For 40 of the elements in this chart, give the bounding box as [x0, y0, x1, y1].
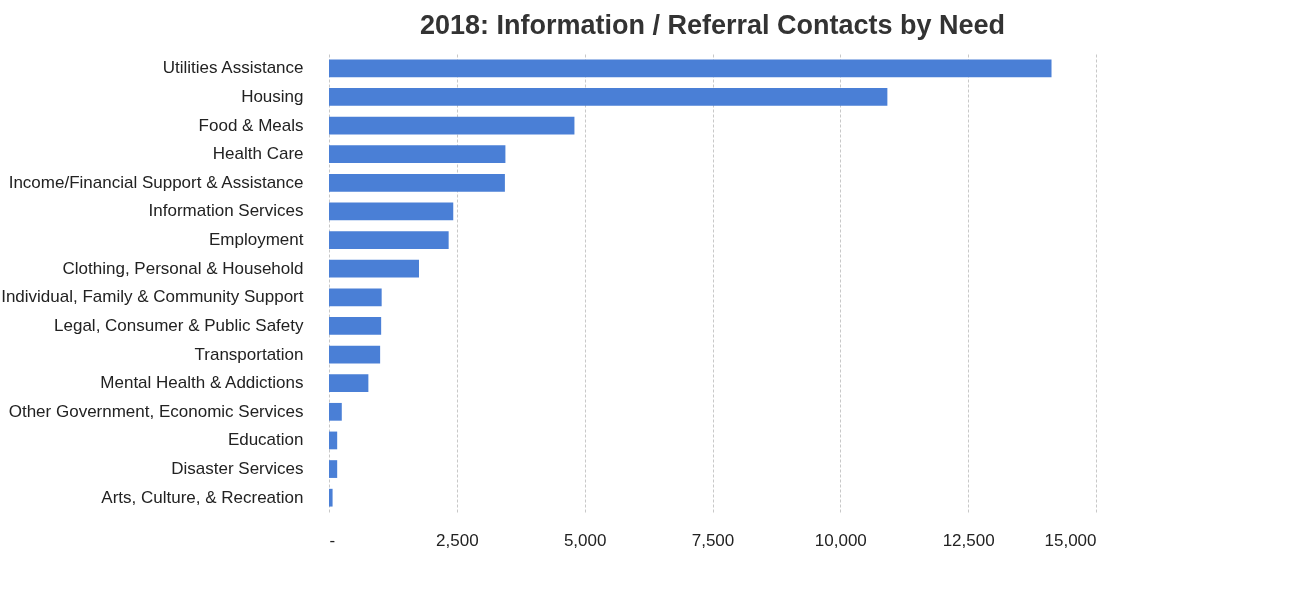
bar [329, 231, 449, 249]
bar [329, 345, 381, 364]
bar [329, 402, 342, 421]
y-tick-label: Housing [241, 86, 304, 106]
bar [329, 145, 506, 164]
y-tick-label: Mental Health & Addictions [100, 373, 304, 393]
y-tick-label: Clothing, Personal & Household [62, 258, 304, 278]
x-tick-label: - [329, 530, 336, 550]
bar [329, 317, 382, 335]
bar [329, 431, 338, 450]
x-tick-label: 5,000 [563, 530, 607, 550]
bar [329, 488, 333, 507]
x-tick-label: 10,000 [814, 530, 867, 550]
bar [329, 460, 338, 478]
y-tick-label: Education [227, 430, 304, 450]
bar [329, 259, 419, 278]
y-tick-label: Transportation [194, 344, 304, 364]
x-tick-label: 2,500 [436, 530, 479, 550]
bar [329, 173, 505, 192]
bar [329, 88, 888, 106]
bar [329, 202, 454, 221]
y-tick-label: Other Government, Economic Services [8, 401, 304, 421]
y-tick-label: Health Care [212, 144, 304, 164]
x-tick-label: 12,500 [942, 530, 995, 550]
y-tick-label: Information Services [148, 201, 304, 221]
y-tick-label: Legal, Consumer & Public Safety [54, 315, 304, 335]
y-tick-label: Income/Financial Support & Assistance [8, 172, 304, 192]
y-tick-label: Food & Meals [198, 115, 304, 135]
x-tick-label: 7,500 [691, 530, 735, 550]
chart-title: 2018: Information / Referral Contacts by Need [419, 10, 1006, 40]
y-tick-label: Utilities Assistance [162, 58, 304, 78]
x-tick-label: 15,000 [1044, 530, 1097, 550]
y-tick-label: Disaster Services [171, 459, 304, 479]
y-tick-label: Individual, Family & Community Support [1, 287, 304, 307]
y-tick-label: Employment [209, 230, 304, 250]
bar [329, 116, 575, 135]
y-tick-label: Arts, Culture, & Recreation [101, 487, 304, 507]
bar [329, 59, 1052, 78]
bar [329, 288, 382, 307]
bar [329, 374, 369, 393]
